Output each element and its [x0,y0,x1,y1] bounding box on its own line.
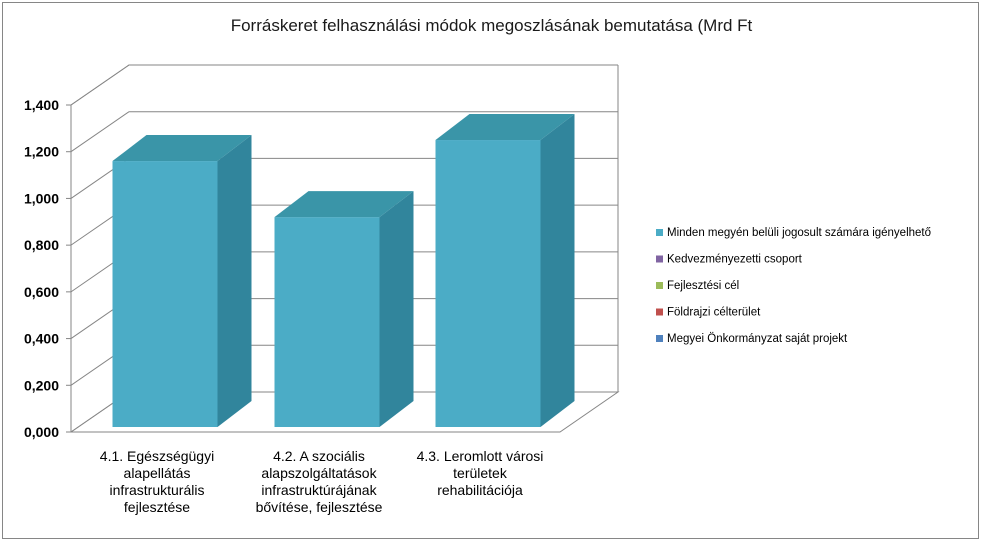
y-tick-label: 1,000 [24,190,59,206]
y-tick-label: 0,800 [24,237,59,253]
legend-item: Megyei Önkormányzat saját projekt [656,333,848,345]
legend-label: Megyei Önkormányzat saját projekt [667,333,848,345]
y-tick-label: 1,200 [24,144,59,160]
legend-label: Minden megyén belüli jogosult számára ig… [667,227,931,239]
y-tick-label: 1,400 [24,97,59,113]
back-wall-top [70,64,618,106]
bar-front [435,140,541,428]
bar-top [435,114,575,141]
legend-item: Kedvezményezetti csoport [656,254,803,266]
y-tick-label: 0,400 [24,331,59,347]
legend-swatch [656,308,663,316]
legend-label: Fejlesztési cél [667,280,739,292]
gridline [70,64,618,106]
legend-item: Fejlesztési cél [656,280,739,292]
legend-item: Földrajzi célterület [656,307,761,319]
bar-side [540,114,575,428]
gridline [70,111,618,153]
bar [112,135,252,428]
legend-label: Kedvezményezetti csoport [667,254,803,266]
legend-swatch [656,335,663,342]
bar-side [379,191,414,427]
bar-front [112,161,218,428]
legend-item: Minden megyén belüli jogosult számára ig… [656,227,931,239]
bar-front [274,217,380,427]
y-tick-label: 0,600 [24,284,59,300]
chart-title: Forráskeret felhasználási módok megoszlá… [230,16,753,35]
x-category-label: 4.2. A szociális alapszolgáltatások infras… [256,448,383,515]
bar-top [112,135,252,162]
legend-label: Földrajzi célterület [667,307,761,319]
legend-swatch [656,255,663,263]
bar [274,191,414,427]
bar [435,114,575,428]
legend-swatch [656,229,663,236]
bar-top [274,191,414,218]
x-category-label: 4.1. Egészségügyi alapellátás infrastruktu… [100,448,214,515]
y-tick-label: 0,000 [24,424,59,440]
bar-side [217,135,252,428]
legend-swatch [656,282,663,289]
x-category-label: 4.3. Leromlott városi területek rehabilitá… [417,448,544,498]
y-tick-label: 0,200 [24,377,59,393]
